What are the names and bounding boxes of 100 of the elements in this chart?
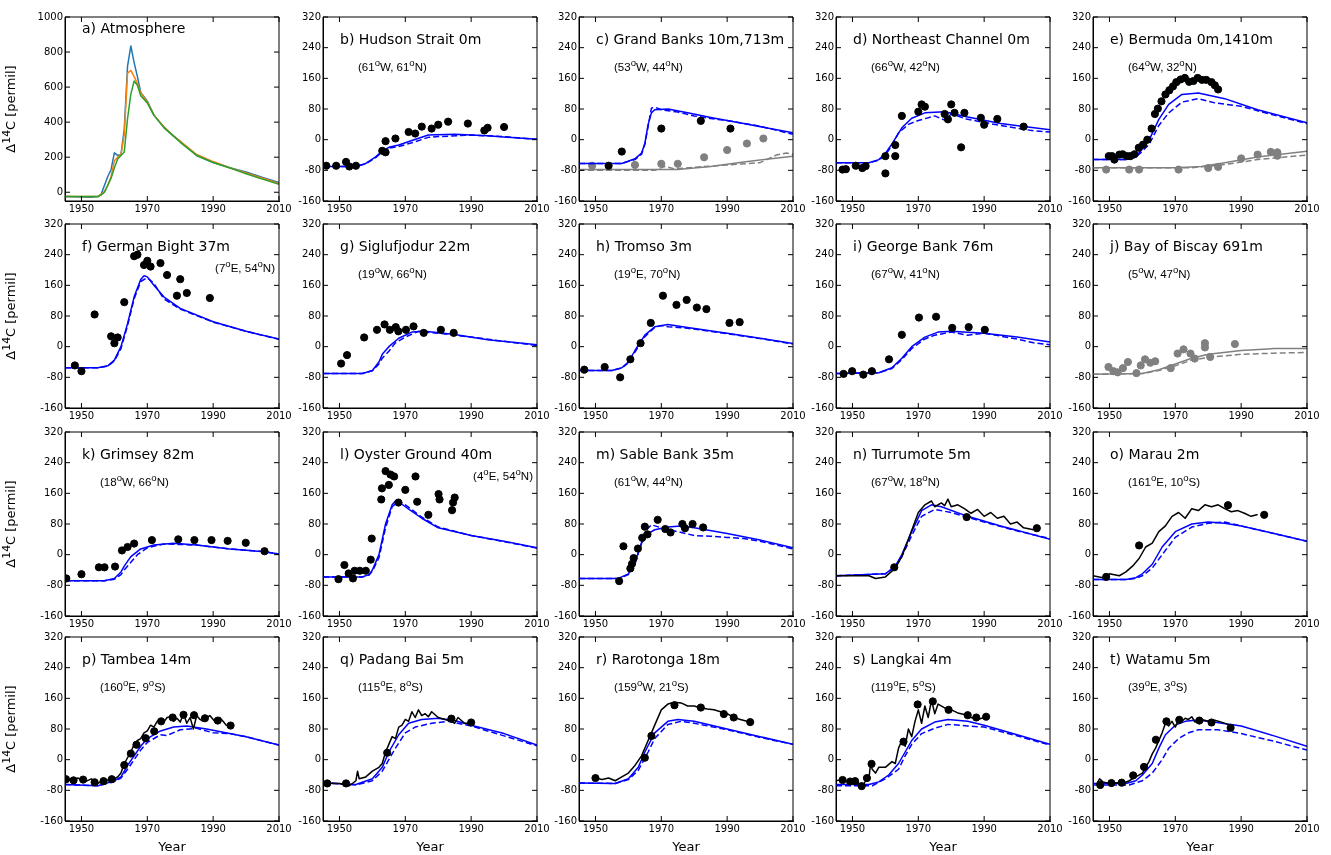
text: (61$^{o}$W, 44$^{o}$N) [614, 472, 683, 488]
y-tick-label: 160 [43, 486, 63, 498]
y-tick-label: 160 [43, 278, 63, 290]
y-tick-label: 80 [564, 517, 577, 529]
y-tick-label: 80 [308, 309, 321, 321]
x-tick-label: 1990 [1228, 617, 1254, 629]
y-tick-label: 240 [43, 248, 63, 260]
y-tick-label: -80 [817, 783, 834, 795]
x-tick-label: 1970 [134, 822, 161, 834]
y-tick-label: 320 [43, 425, 63, 437]
y-tick-label: 0 [827, 133, 834, 145]
x-tick-label: 2010 [780, 409, 806, 421]
y-tick-label: 240 [43, 456, 63, 468]
x-tick-label: 1990 [200, 202, 226, 214]
y-tick-label: 160 [1071, 71, 1091, 83]
y-tick-label: 240 [814, 41, 834, 53]
y-tick-label: -160 [811, 814, 834, 826]
y-tick-label: 0 [314, 340, 321, 352]
x-tick-label: 1950 [839, 617, 866, 629]
y-tick-label: 240 [301, 41, 321, 53]
x-tick-label: 1990 [458, 822, 484, 834]
text: m) Sable Bank 35m [596, 446, 734, 462]
y-tick-label: -160 [298, 814, 321, 826]
y-tick-label: 240 [1071, 456, 1091, 468]
x-tick-label: 1950 [1096, 822, 1123, 834]
y-tick-label: 0 [570, 548, 577, 560]
text: (18$^{o}$W, 66$^{o}$N) [100, 472, 169, 488]
y-tick-label: 320 [814, 630, 834, 642]
x-axis-title: Year [1185, 838, 1215, 854]
x-tick-label: 1970 [134, 202, 161, 214]
y-tick-label: -160 [298, 609, 321, 621]
x-tick-label: 1970 [905, 202, 932, 214]
y-tick-label: -80 [817, 578, 834, 590]
x-tick-label: 2010 [524, 409, 550, 421]
y-tick-label: 0 [570, 753, 577, 765]
y-tick-label: -160 [40, 401, 63, 413]
text: (4$^{o}$E, 54$^{o}$N) [473, 466, 533, 482]
y-tick-label: -160 [1068, 609, 1091, 621]
y-tick-label: 160 [814, 691, 834, 703]
y-tick-label: -160 [554, 194, 577, 206]
y-tick-label: 240 [814, 661, 834, 673]
y-tick-label: -160 [811, 194, 834, 206]
text: (53$^{o}$W, 44$^{o}$N) [614, 57, 683, 73]
y-tick-label: 0 [56, 340, 63, 352]
y-tick-label: 0 [570, 340, 577, 352]
text: k) Grimsey 82m [82, 446, 195, 462]
y-tick-label: 240 [557, 456, 577, 468]
x-tick-label: 1990 [200, 822, 226, 834]
x-tick-label: 1970 [1162, 617, 1189, 629]
x-tick-label: 1990 [714, 202, 740, 214]
text: n) Turrumote 5m [853, 446, 971, 462]
x-tick-label: 2010 [266, 409, 292, 421]
x-tick-label: 1970 [905, 617, 932, 629]
text: (7$^{o}$E, 54$^{o}$N) [215, 258, 275, 274]
y-tick-label: 80 [821, 517, 834, 529]
y-tick-label: 320 [1071, 217, 1091, 229]
x-tick-label: 1990 [714, 617, 740, 629]
x-tick-label: 1950 [582, 202, 609, 214]
x-tick-label: 1970 [648, 409, 675, 421]
x-tick-label: 1950 [326, 409, 353, 421]
x-tick-label: 1990 [458, 409, 484, 421]
x-axis-title: Year [671, 838, 701, 854]
x-axis-title: Year [415, 838, 445, 854]
text: d) Northeast Channel 0m [853, 31, 1030, 47]
x-tick-label: 1990 [1228, 202, 1254, 214]
text: s) Langkai 4m [853, 651, 952, 667]
y-tick-label: -160 [1068, 401, 1091, 413]
x-tick-label: 1950 [326, 822, 353, 834]
y-tick-label: -80 [46, 783, 63, 795]
y-tick-label: 320 [557, 10, 577, 22]
text: (64$^{o}$W, 32$^{o}$N) [1128, 57, 1197, 73]
x-tick-label: 2010 [1037, 409, 1063, 421]
text: p) Tambea 14m [82, 651, 192, 667]
x-tick-label: 2010 [780, 202, 806, 214]
x-tick-label: 1970 [1162, 409, 1189, 421]
y-tick-label: 0 [1084, 753, 1091, 765]
y-tick-label: 240 [43, 661, 63, 673]
y-tick-label: -80 [304, 370, 321, 382]
text: (119$^{o}$E, 5$^{o}$S) [871, 677, 936, 693]
text: j) Bay of Biscay 691m [1110, 238, 1263, 254]
y-tick-label: 240 [557, 248, 577, 260]
x-tick-label: 1950 [68, 822, 95, 834]
x-tick-label: 1950 [582, 822, 609, 834]
y-tick-label: 240 [814, 248, 834, 260]
text: g) Siglufjodur 22m [340, 238, 471, 254]
y-tick-label: 80 [564, 102, 577, 114]
y-tick-label: 80 [564, 722, 577, 734]
y-tick-label: 320 [301, 630, 321, 642]
x-tick-label: 2010 [524, 822, 550, 834]
x-tick-label: 2010 [524, 617, 550, 629]
x-tick-label: 1950 [839, 822, 866, 834]
y-tick-label: 80 [50, 722, 63, 734]
y-tick-label: 80 [1078, 517, 1091, 529]
text: (161$^{o}$E, 10$^{o}$S) [1128, 472, 1201, 488]
y-tick-label: 80 [821, 722, 834, 734]
y-tick-label: 320 [557, 630, 577, 642]
text: t) Watamu 5m [1110, 651, 1211, 667]
y-tick-label: 320 [301, 10, 321, 22]
y-tick-label: 320 [814, 10, 834, 22]
x-axis-title: Year [928, 838, 958, 854]
